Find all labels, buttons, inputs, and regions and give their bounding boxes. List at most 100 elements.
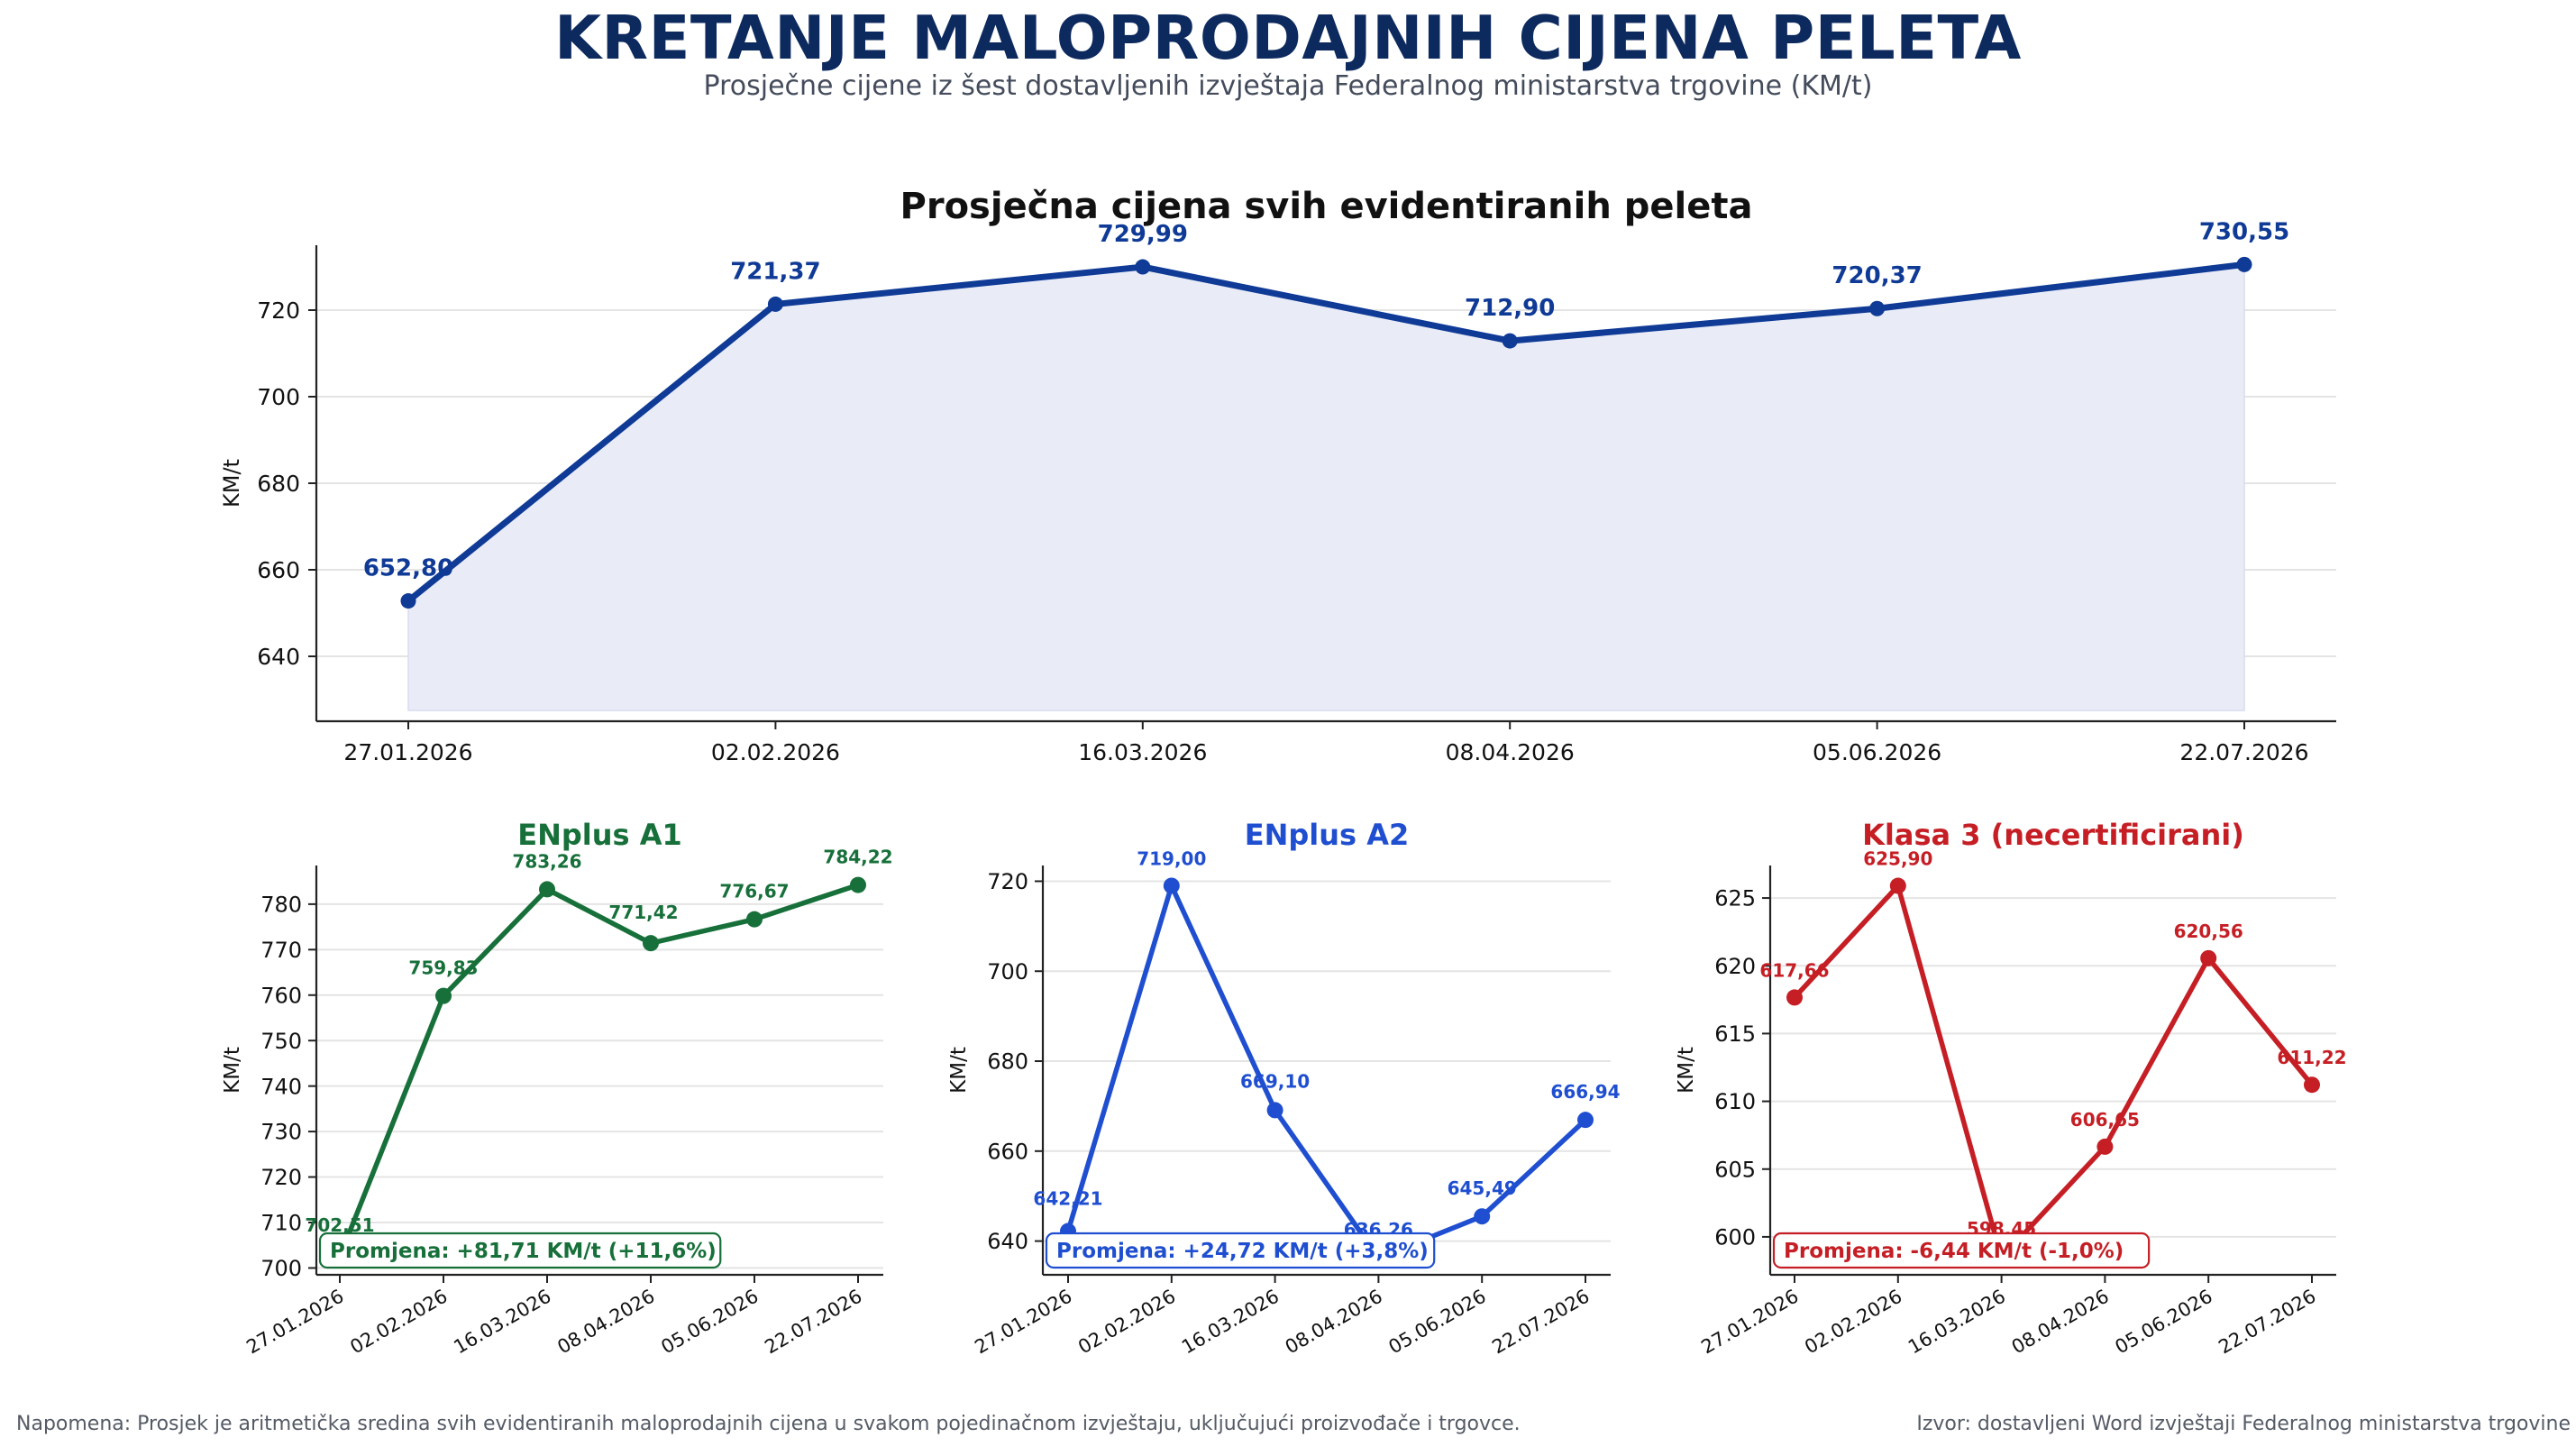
data-label: 645,49 [1448,1177,1517,1199]
data-label: 729,99 [1098,221,1188,248]
y-tick-label: 625 [1714,886,1756,911]
data-label: 611,22 [2277,1047,2346,1068]
y-tick-label: 615 [1714,1021,1756,1047]
chart-3: ENplus A2 640 660 680 700 720 KM/t 27.01.202602… [947,818,1621,1358]
series-line [337,882,861,1259]
data-point [1266,1102,1283,1119]
area-fill [407,263,2245,711]
data-label: 702,51 [305,1214,374,1236]
data-label: 606,65 [2070,1109,2140,1131]
data-point [2304,1076,2320,1094]
change-annotation: Promjena: +81,71 KM/t (+11,6%) [330,1240,717,1263]
data-label: 771,42 [608,902,678,923]
y-tick-label: 770 [260,938,302,963]
change-annotation: Promjena: +24,72 KM/t (+3,8%) [1056,1240,1429,1263]
data-label: 776,67 [719,881,789,902]
change-annotation: Promjena: -6,44 KM/t (-1,0%) [1784,1240,2124,1263]
data-point [1163,877,1180,894]
data-label: 652,80 [363,555,453,582]
x-tick-label: 22.07.2026 [761,1286,865,1359]
data-label: 666,94 [1550,1081,1620,1103]
x-tick-label: 16.03.2026 [1178,1286,1283,1359]
x-tick-label: 16.03.2026 [1078,739,1207,765]
chart-2: ENplus A1 700 710 720 730 740 750 760 770 780 KM/t… [221,818,893,1358]
y-tick-label: 710 [260,1211,302,1236]
data-label: 730,55 [2199,218,2289,245]
y-tick-label: 720 [257,298,300,324]
chart-title: ENplus A1 [517,818,682,852]
chart-4: Klasa 3 (necertificirani) 600 605 610 615 620… [1675,818,2347,1358]
y-tick-label: 660 [257,557,300,583]
chart-title: Prosječna cijena svih evidentiranih pele… [900,186,1753,227]
data-point [1889,877,1906,894]
y-tick-label: 660 [987,1139,1028,1164]
y-tick-label: 700 [987,959,1028,985]
chart-title: Klasa 3 (necertificirani) [1862,818,2244,852]
data-label: 720,37 [1832,262,1922,289]
data-point [1474,1208,1491,1225]
y-tick-label: 720 [260,1165,302,1190]
y-tick-label: 740 [260,1074,302,1099]
x-tick-label: 22.07.2026 [1488,1286,1593,1359]
x-tick-label: 05.06.2026 [2112,1286,2216,1359]
data-label: 721,37 [730,258,820,285]
page-title: KRETANJE MALOPRODAJNIH CIJENA PELETA [554,3,2022,73]
x-tick-label: 05.06.2026 [1385,1286,1490,1359]
data-point [850,876,866,893]
data-point [767,296,783,312]
y-tick-label: 700 [260,1256,302,1281]
data-point [400,593,416,609]
data-label: 712,90 [1465,295,1555,322]
data-point [643,935,659,952]
y-tick-label: 620 [1714,954,1756,979]
y-tick-label: 680 [987,1049,1028,1075]
y-tick-label: 760 [260,983,302,1008]
page-subtitle: Prosječne cijene iz šest dostavljenih iz… [703,70,1873,102]
x-tick-label: 02.02.2026 [711,739,840,765]
y-axis-label: KM/t [1675,1047,1698,1094]
y-axis-label: KM/t [221,1047,244,1094]
y-tick-label: 730 [260,1120,302,1145]
y-tick-label: 780 [260,893,302,918]
x-tick-label: 27.01.2026 [343,739,472,765]
data-point [539,881,555,898]
data-label: 642,21 [1033,1188,1102,1210]
y-tick-label: 720 [987,869,1028,894]
x-tick-label: 27.01.2026 [242,1286,347,1359]
data-point [1786,989,1803,1006]
y-tick-label: 600 [1714,1225,1756,1250]
y-tick-label: 640 [987,1229,1028,1254]
y-tick-label: 680 [257,471,300,497]
data-label: 784,22 [823,847,892,868]
data-point [2200,949,2217,966]
y-tick-label: 750 [260,1029,302,1054]
x-tick-label: 22.07.2026 [2179,739,2308,765]
data-label: 617,66 [1759,959,1829,981]
change-annotation-box [1772,1232,2151,1269]
x-tick-label: 22.07.2026 [2215,1286,2319,1359]
x-tick-label: 08.04.2026 [2008,1286,2113,1359]
data-point [746,911,763,928]
footer-source: Izvor: dostavljeni Word izvještaji Feder… [1916,1413,2571,1435]
y-tick-label: 605 [1714,1157,1756,1182]
y-tick-label: 610 [1714,1089,1756,1114]
data-point [1869,300,1886,316]
x-tick-label: 27.01.2026 [971,1286,1075,1359]
x-tick-label: 16.03.2026 [1905,1286,2009,1359]
x-tick-label: 02.02.2026 [346,1286,451,1359]
x-tick-label: 16.03.2026 [450,1286,554,1359]
data-point [435,987,452,1004]
x-tick-label: 02.02.2026 [1074,1286,1179,1359]
data-point [2096,1138,2114,1155]
x-tick-label: 08.04.2026 [553,1286,658,1359]
x-tick-label: 08.04.2026 [1446,739,1575,765]
x-tick-label: 02.02.2026 [1801,1286,1905,1359]
change-annotation-box [318,1232,722,1269]
y-tick-label: 700 [257,384,300,410]
data-point [2236,256,2252,272]
series-line [1065,883,1588,1260]
footer-note: Napomena: Prosjek je aritmetička sredina… [16,1413,1521,1435]
data-point [1577,1112,1594,1129]
change-annotation-box [1045,1232,1436,1269]
